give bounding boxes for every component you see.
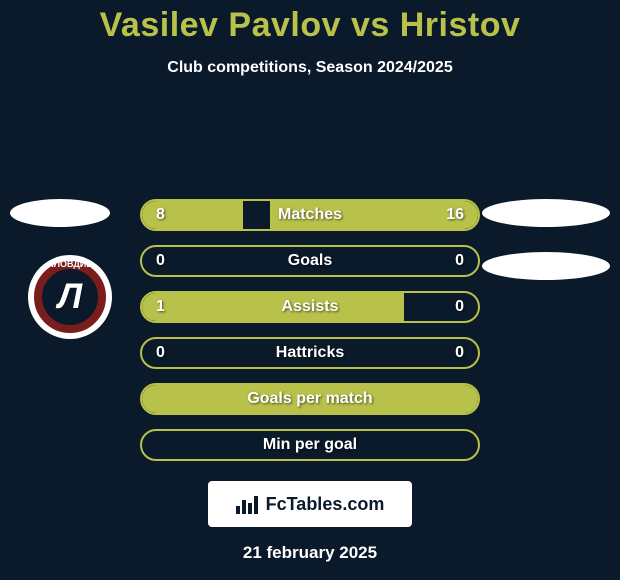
club-badge-top-text: ПЛОВДИВ [28, 259, 112, 269]
club-badge-letter: Л [58, 277, 82, 317]
bar-right-value: 0 [455, 298, 464, 316]
bar-right-value: 0 [455, 252, 464, 270]
page-title: Vasilev Pavlov vs Hristov [0, 0, 620, 45]
footer-badge: FcTables.com [208, 481, 412, 527]
bar-right-value: 0 [455, 344, 464, 362]
right-player-ellipse [482, 199, 610, 227]
bar-row: 1 0 Assists [140, 291, 480, 323]
bar-label: Hattricks [276, 344, 344, 362]
subtitle: Club competitions, Season 2024/2025 [0, 59, 620, 77]
comparison-bars: 8 16 Matches 0 0 Goals 1 0 Assists 0 0 Hattricks Goa… [140, 199, 480, 475]
bar-label: Goals per match [247, 390, 372, 408]
bar-right-value: 16 [446, 206, 464, 224]
right-player-ellipse-2 [482, 252, 610, 280]
bar-label: Matches [278, 206, 342, 224]
bar-row: 8 16 Matches [140, 199, 480, 231]
footer-badge-text: FcTables.com [266, 494, 385, 515]
left-player-ellipse [10, 199, 110, 227]
bar-left-value: 0 [156, 344, 165, 362]
bar-label: Goals [288, 252, 332, 270]
bar-left-value: 1 [156, 298, 165, 316]
club-badge: ПЛОВДИВ Л [28, 255, 112, 339]
bar-row: Min per goal [140, 429, 480, 461]
chart-icon [236, 494, 258, 514]
bar-label: Assists [282, 298, 339, 316]
date-text: 21 february 2025 [0, 543, 620, 563]
bar-left-value: 8 [156, 206, 165, 224]
bar-label: Min per goal [263, 436, 357, 454]
bar-row: 0 0 Goals [140, 245, 480, 277]
bar-fill-left [142, 293, 404, 321]
bar-row: Goals per match [140, 383, 480, 415]
bar-row: 0 0 Hattricks [140, 337, 480, 369]
bar-left-value: 0 [156, 252, 165, 270]
